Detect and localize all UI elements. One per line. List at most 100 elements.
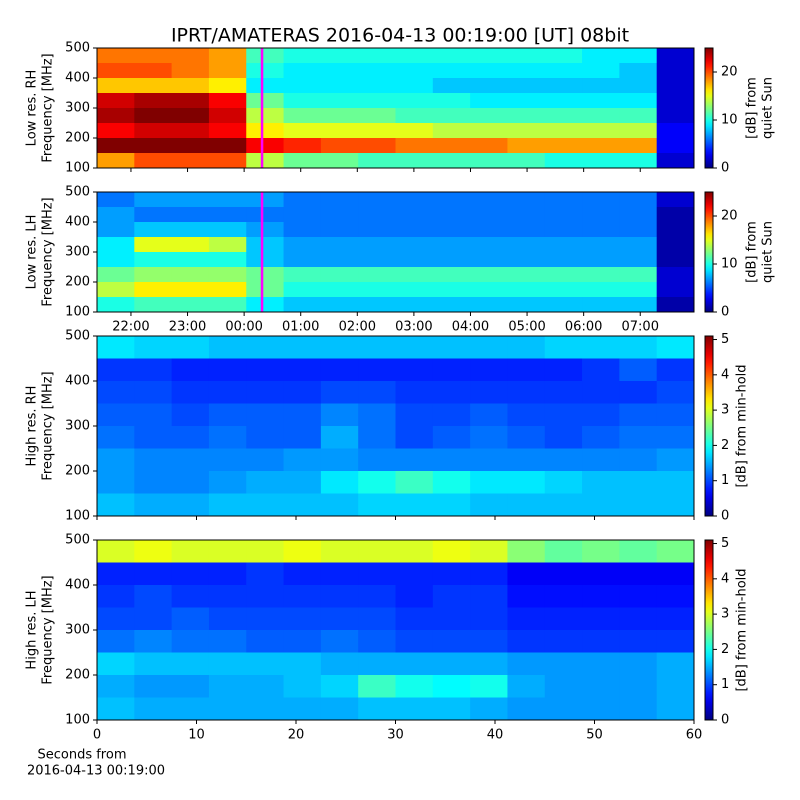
- heatmap-cell: [619, 381, 658, 404]
- heatmap-cell: [507, 585, 546, 608]
- colorbar-tick-label: 0: [721, 509, 729, 524]
- heatmap-cell: [470, 562, 508, 586]
- heatmap-cell: [395, 63, 434, 79]
- x-tick-label: 04:00: [452, 320, 489, 335]
- y-tick-label: 400: [65, 374, 90, 389]
- heatmap-cell: [283, 358, 322, 382]
- heatmap-cell: [320, 403, 359, 427]
- heatmap-cell: [97, 585, 135, 608]
- heatmap-cell: [432, 48, 471, 64]
- heatmap-cell: [171, 607, 210, 631]
- x-tick-label: 01:00: [282, 320, 319, 335]
- y-axis-label: Frequency [MHz]: [41, 53, 56, 162]
- heatmap-cell: [246, 448, 285, 472]
- heatmap-cell: [470, 540, 508, 563]
- heatmap-cell: [656, 222, 695, 238]
- heatmap-cell: [470, 78, 508, 94]
- heatmap-cell: [470, 267, 508, 283]
- heatmap-cell: [171, 93, 210, 109]
- heatmap-cell: [619, 540, 658, 563]
- heatmap-cell: [656, 297, 695, 313]
- heatmap-cell: [97, 207, 135, 223]
- heatmap-cell: [358, 48, 396, 64]
- heatmap-cell: [246, 252, 285, 268]
- colorbar-tick-label: 1: [721, 473, 729, 488]
- heatmap-cell: [134, 336, 173, 359]
- heatmap-cell: [320, 123, 359, 139]
- heatmap-cell: [619, 493, 658, 517]
- heatmap-cell: [507, 282, 546, 298]
- colorbar: [704, 191, 714, 313]
- heatmap-cell: [171, 108, 210, 124]
- x-axis-label: 2016-04-13 00:19:00: [27, 764, 165, 779]
- heatmap-cell: [283, 336, 322, 359]
- heatmap-cell: [582, 562, 620, 586]
- heatmap-cell: [656, 652, 695, 676]
- heatmap-cell: [97, 630, 135, 653]
- heatmap-cell: [208, 237, 247, 253]
- y-tick-label: 500: [65, 329, 90, 344]
- heatmap-cell: [619, 123, 658, 139]
- heatmap-cell: [358, 282, 396, 298]
- heatmap-cell: [246, 336, 285, 359]
- heatmap-cell: [507, 108, 546, 124]
- heatmap-cell: [134, 652, 173, 676]
- heatmap-cell: [582, 123, 620, 139]
- heatmap-cell: [656, 48, 695, 64]
- heatmap-cell: [358, 207, 396, 223]
- heatmap-cell: [171, 358, 210, 382]
- heatmap-cell: [619, 697, 658, 721]
- heatmap-cell: [358, 63, 396, 79]
- heatmap-cell: [171, 237, 210, 253]
- heatmap-cell: [619, 585, 658, 608]
- y-axis-label: Frequency [MHz]: [41, 371, 56, 480]
- heatmap-cell: [432, 540, 471, 563]
- y-tick-label: 200: [65, 131, 90, 146]
- heatmap-cell: [582, 192, 620, 208]
- heatmap-cell: [507, 675, 546, 698]
- heatmap-cell: [171, 697, 210, 721]
- heatmap-cell: [246, 267, 285, 283]
- y-tick-label: 200: [65, 275, 90, 290]
- heatmap-cell: [619, 675, 658, 698]
- heatmap-cell: [320, 697, 359, 721]
- x-tick-label: 05:00: [508, 320, 545, 335]
- heatmap-cell: [507, 403, 546, 427]
- heatmap-cell: [171, 63, 210, 79]
- heatmap-cell: [358, 93, 396, 109]
- heatmap-cell: [656, 448, 695, 472]
- heatmap-cell: [432, 403, 471, 427]
- heatmap-cell: [246, 282, 285, 298]
- heatmap-cell: [544, 78, 583, 94]
- heatmap-cell: [656, 697, 695, 721]
- heatmap-cell: [656, 675, 695, 698]
- heatmap-cell: [246, 222, 285, 238]
- heatmap-cell: [395, 222, 434, 238]
- heatmap-cell: [582, 153, 620, 169]
- heatmap-cell: [582, 585, 620, 608]
- heatmap-cell: [283, 153, 322, 169]
- heatmap-cell: [432, 607, 471, 631]
- heatmap-cell: [470, 192, 508, 208]
- heatmap-cell: [507, 471, 546, 494]
- heatmap-cell: [507, 93, 546, 109]
- heatmap-cell: [544, 138, 583, 154]
- heatmap-cell: [544, 585, 583, 608]
- heatmap-cell: [320, 336, 359, 359]
- heatmap-cell: [246, 607, 285, 631]
- heatmap-cell: [134, 222, 173, 238]
- heatmap-cell: [619, 403, 658, 427]
- heatmap-cell: [358, 607, 396, 631]
- heatmap-cell: [656, 471, 695, 494]
- heatmap-cell: [432, 493, 471, 517]
- heatmap-cell: [432, 237, 471, 253]
- heatmap-cell: [507, 493, 546, 517]
- heatmap-cell: [619, 153, 658, 169]
- heatmap-cell: [619, 63, 658, 79]
- x-tick-label: 40: [487, 728, 504, 743]
- y-axis-label: Frequency [MHz]: [41, 197, 56, 306]
- heatmap-cell: [656, 207, 695, 223]
- heatmap-cell: [395, 358, 434, 382]
- heatmap-cell: [619, 426, 658, 449]
- heatmap-cell: [507, 123, 546, 139]
